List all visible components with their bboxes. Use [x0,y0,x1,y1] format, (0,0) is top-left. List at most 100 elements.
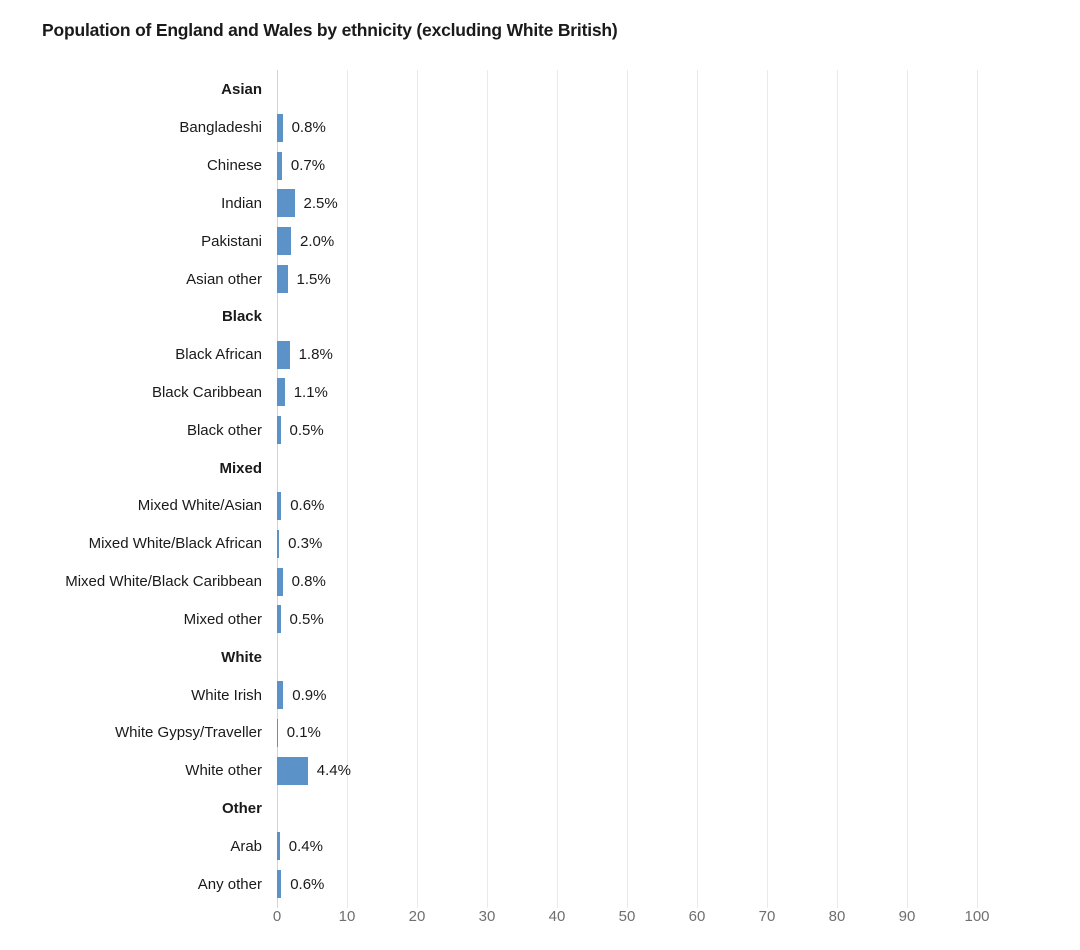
value-label: 1.8% [298,346,333,364]
gridline [416,70,418,908]
bar [277,113,283,142]
value-label: 2.5% [303,194,338,212]
category-label: Chinese [206,157,262,175]
category-label: Pakistani [201,232,262,250]
group-header-row: Asian [0,71,1080,109]
category-label: Any other [197,875,262,893]
category-label: White Gypsy/Traveller [115,724,262,742]
group-header-label: Black [221,308,262,326]
gridline [766,70,768,908]
value-label: 0.8% [291,573,326,591]
chart-row: Bangladeshi 0.8% [0,109,1080,147]
gridline [696,70,698,908]
category-label: Black other [186,421,262,439]
category-label: White Irish [191,686,262,704]
chart-row: Mixed other 0.5% [0,600,1080,638]
value-label: 0.6% [290,497,325,515]
group-header-label: Other [221,799,262,817]
bar [277,416,281,445]
bar [277,227,291,256]
chart-row: White Gypsy/Traveller 0.1% [0,714,1080,752]
value-label: 0.3% [288,535,323,553]
value-label: 0.7% [290,157,326,175]
chart-row: Indian 2.5% [0,184,1080,222]
group-header-label: White [221,648,262,666]
group-header-label: Asian [221,81,262,99]
bar [277,151,282,180]
x-tick-label: 70 [758,908,776,925]
chart-title: Population of England and Wales by ethni… [42,20,618,40]
bar [277,189,295,218]
x-tick-label: 50 [618,908,636,925]
gridline [626,70,628,908]
value-label: 0.5% [289,421,324,439]
category-label: Mixed White/Black Caribbean [65,573,262,591]
bar [277,340,290,369]
category-label: Mixed other [183,610,262,628]
value-label: 2.0% [300,232,335,250]
x-tick-label: 10 [338,908,356,925]
chart-row: Black African 1.8% [0,336,1080,374]
value-label: 0.5% [289,610,324,628]
chart-row: Black Caribbean 1.1% [0,374,1080,412]
chart-row: Mixed White/Black Caribbean 0.8% [0,563,1080,601]
bar [277,681,284,710]
category-label: Mixed White/Asian [137,497,262,515]
chart-row: Black other 0.5% [0,411,1080,449]
bar [277,567,283,596]
gridline [836,70,838,908]
x-tick-label: 60 [688,908,706,925]
value-label: 1.5% [296,270,331,288]
bar [277,378,285,407]
chart-row: Any other 0.6% [0,865,1080,903]
chart-row: Pakistani 2.0% [0,222,1080,260]
chart-row: Arab 0.4% [0,827,1080,865]
category-label: Black Caribbean [151,383,262,401]
chart-row: White Irish 0.9% [0,676,1080,714]
value-label: 4.4% [316,762,351,780]
value-label: 0.1% [286,724,321,742]
gridline [486,70,488,908]
value-label: 0.9% [292,686,327,704]
gridline [346,70,348,908]
gridline [556,70,558,908]
category-label: Black African [175,346,262,364]
bar [277,529,280,558]
category-label: Mixed White/Black African [88,535,262,553]
group-header-row: Mixed [0,449,1080,487]
chart-row: Mixed White/Black African 0.3% [0,525,1080,563]
x-tick-label: 20 [408,908,426,925]
value-label: 0.4% [288,837,323,855]
chart-row: White other 4.4% [0,752,1080,790]
bar [277,870,282,899]
category-label: Asian other [186,270,262,288]
group-header-row: Other [0,790,1080,828]
chart-row: Chinese 0.7% [0,147,1080,185]
bar [277,265,288,293]
x-tick-label: 80 [828,908,846,925]
group-header-row: Black [0,298,1080,336]
x-tick-label: 90 [898,908,916,925]
bar [277,756,308,785]
bar [277,491,282,520]
gridline [976,70,978,908]
chart-row: Mixed White/Asian 0.6% [0,487,1080,525]
chart-row: Asian other 1.5% [0,260,1080,298]
x-tick-label: 100 [964,908,990,925]
value-label: 0.6% [290,875,325,893]
bar [277,832,280,861]
gridline [906,70,908,908]
bar [277,605,281,634]
zero-gridline [276,70,278,908]
category-label: White other [185,762,262,780]
category-label: Indian [221,194,262,212]
bar [277,718,278,747]
group-header-label: Mixed [219,459,262,477]
x-tick-label: 0 [272,908,282,925]
category-label: Arab [230,837,262,855]
category-label: Bangladeshi [179,119,262,137]
value-label: 0.8% [291,119,326,137]
x-tick-label: 30 [478,908,496,925]
value-label: 1.1% [293,383,328,401]
